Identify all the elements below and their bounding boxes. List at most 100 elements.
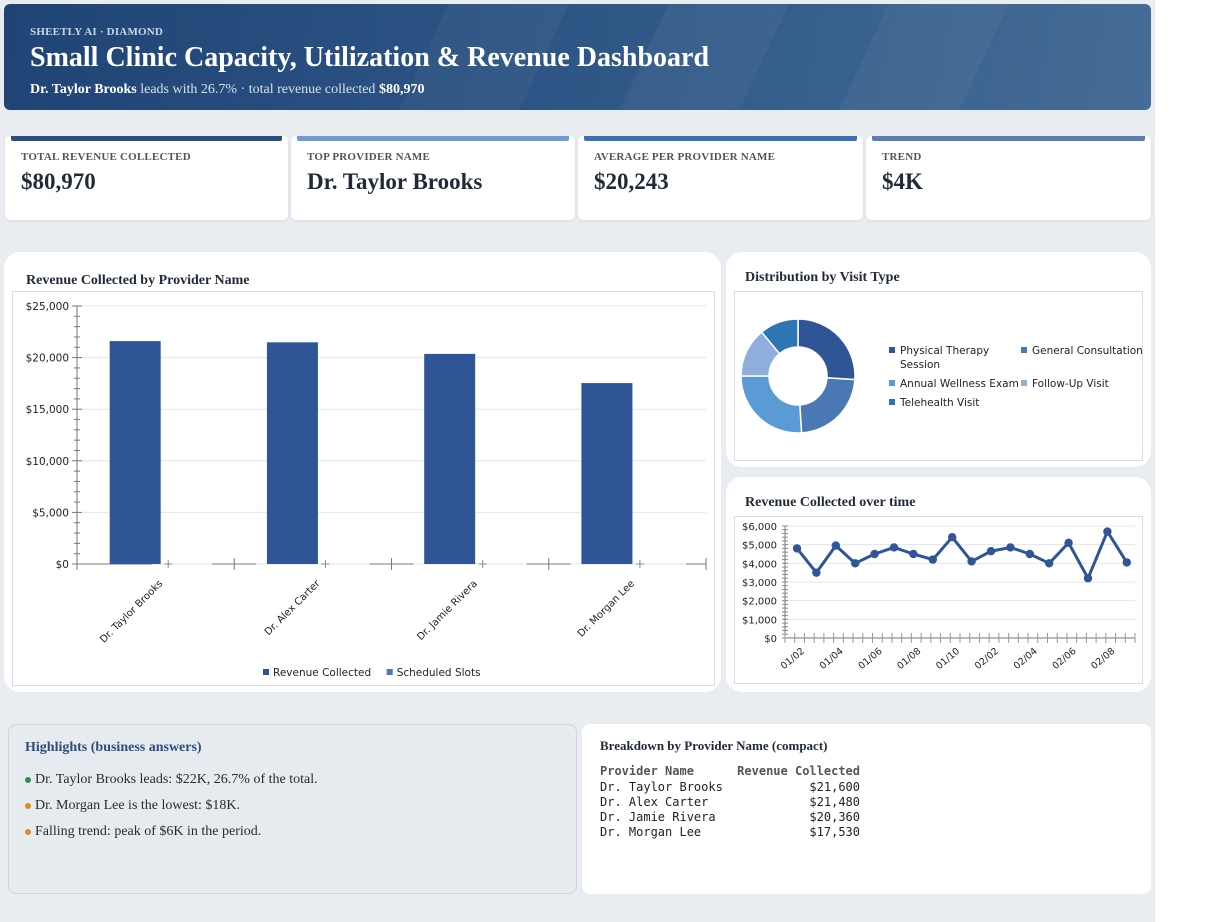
y-tick-label: $0 (56, 559, 69, 571)
y-tick-label: $0 (764, 634, 777, 645)
legend-label: General Consultation (1032, 345, 1143, 357)
data-point (1045, 559, 1054, 568)
kpi-value: $4K (882, 169, 923, 194)
pie-slice (797, 318, 856, 381)
data-point (967, 557, 976, 566)
bar-chart-card: Revenue Collected by Provider Name $0 $5,… (4, 252, 721, 692)
legend-swatch (1021, 347, 1027, 353)
legend-swatch (889, 399, 895, 405)
y-tick-label: $3,000 (742, 578, 777, 589)
x-tick-label: Dr. Morgan Lee (576, 578, 637, 639)
revenue-cell: $21,480 (809, 794, 860, 809)
data-point (948, 533, 957, 542)
provider-cell: Dr. Alex Carter (600, 794, 709, 809)
donut-chart-frame: Physical Therapy Session General Consultat… (734, 291, 1143, 461)
x-tick-label: 02/02 (973, 646, 1001, 672)
highlight-text: Dr. Morgan Lee is the lowest: $18K. (35, 798, 241, 813)
data-point (792, 544, 802, 553)
bullet-icon (25, 777, 31, 783)
y-tick-label: $4,000 (742, 559, 777, 570)
bar (109, 341, 161, 564)
pie-slice (760, 318, 799, 355)
data-point (1103, 527, 1112, 536)
y-tick-label: $15,000 (26, 404, 69, 416)
y-tick-label: $5,000 (742, 541, 777, 552)
kpi-label: TREND (882, 151, 922, 163)
y-tick-label: $6,000 (742, 522, 777, 533)
y-tick-label: $20,000 (26, 353, 69, 365)
line-chart-title: Revenue Collected over time (745, 495, 916, 510)
kpi-value: $20,243 (594, 169, 669, 194)
x-tick-label: 01/08 (895, 646, 923, 672)
x-tick-label: 02/06 (1050, 646, 1078, 672)
x-tick-label: 01/10 (934, 646, 962, 672)
table-row: Dr. Morgan Lee $17,530 (600, 824, 860, 839)
bar (266, 342, 318, 564)
subtitle-text: leads with 26.7% · total revenue collect… (136, 82, 379, 97)
table-row: Dr. Taylor Brooks $21,600 (600, 779, 860, 794)
kpi-label: TOTAL REVENUE COLLECTED (21, 151, 191, 163)
kpi-accent-bar (584, 136, 857, 141)
data-point (986, 547, 996, 556)
highlight-text: Dr. Taylor Brooks leads: $22K, 26.7% of … (35, 772, 318, 787)
bar (424, 353, 476, 564)
legend-label: Annual Wellness Exam (900, 378, 1019, 390)
legend-swatch (889, 347, 895, 353)
bullet-icon (25, 803, 31, 809)
kpi-label: TOP PROVIDER NAME (307, 151, 430, 163)
kpi-label: AVERAGE PER PROVIDER NAME (594, 151, 776, 163)
data-point (851, 559, 860, 568)
kpi-value: Dr. Taylor Brooks (307, 169, 483, 194)
table-row: Dr. Jamie Rivera $20,360 (600, 809, 860, 824)
data-point (831, 541, 840, 550)
highlights-list: Dr. Taylor Brooks leads: $22K, 26.7% of … (25, 767, 318, 845)
kpi-card-trend: TREND $4K (866, 136, 1151, 220)
breakdown-table: Provider Name Revenue Collected Dr. Tayl… (600, 762, 860, 839)
legend-label: Telehealth Visit (899, 397, 979, 409)
pie-slice (740, 375, 803, 434)
kpi-accent-bar (11, 136, 282, 141)
donut-chart-title: Distribution by Visit Type (745, 270, 900, 285)
table-header-row: Provider Name Revenue Collected (600, 762, 860, 779)
highlight-item: Dr. Taylor Brooks leads: $22K, 26.7% of … (25, 767, 318, 793)
donut-chart-card: Distribution by Visit Type Physical Ther… (726, 252, 1151, 467)
highlight-text: Falling trend: peak of $6K in the period… (35, 824, 262, 839)
line-chart-frame: $0 $1,000 $2,000 $3,000 $4,000 $5,000 $6,000 01… (734, 516, 1143, 684)
kpi-accent-bar (297, 136, 569, 141)
x-tick-label: 01/06 (856, 646, 884, 672)
series-line (795, 530, 1129, 580)
data-point (1006, 543, 1015, 552)
line-chart-card: Revenue Collected over time $0 $1,000 $2,0… (726, 477, 1151, 692)
legend-swatch (386, 669, 393, 675)
data-point (889, 543, 899, 552)
kpi-card-average: AVERAGE PER PROVIDER NAME $20,243 (578, 136, 863, 220)
provider-cell: Dr. Morgan Lee (600, 824, 702, 839)
header-decoration (839, 4, 1009, 110)
donut-chart: Physical Therapy Session General Consultat… (740, 318, 1143, 434)
kpi-card-total-revenue: TOTAL REVENUE COLLECTED $80,970 (5, 136, 288, 220)
y-tick-label: $5,000 (32, 507, 69, 519)
y-tick-label: $1,000 (742, 615, 777, 626)
column-header: Provider Name (600, 763, 694, 778)
data-point (909, 549, 918, 559)
legend-label: Follow-Up Visit (1032, 378, 1109, 390)
provider-cell: Dr. Jamie Rivera (600, 809, 716, 824)
data-point (812, 568, 821, 577)
x-tick-label: 01/04 (818, 646, 846, 672)
legend-swatch (263, 669, 269, 675)
dashboard-canvas: SHEETLY AI · DIAMOND Small Clinic Capaci… (0, 0, 1155, 922)
highlights-title: Highlights (business answers) (25, 740, 202, 755)
x-tick-label: 01/02 (779, 646, 807, 672)
data-point (928, 555, 937, 564)
legend-swatch (889, 380, 895, 386)
bar-chart-frame: $0 $5,000 $10,000 $15,000 $20,000 $25,000 Dr. … (12, 291, 715, 686)
provider-cell: Dr. Taylor Brooks (600, 779, 723, 794)
leader-name: Dr. Taylor Brooks (30, 82, 137, 97)
x-tick-label: Dr. Alex Carter (263, 578, 323, 638)
highlight-item: Dr. Morgan Lee is the lowest: $18K. (25, 793, 318, 819)
y-tick-label: $2,000 (742, 597, 777, 608)
revenue-cell: $21,600 (809, 779, 860, 794)
header-banner: SHEETLY AI · DIAMOND Small Clinic Capaci… (4, 4, 1151, 110)
page-subtitle: Dr. Taylor Brooks leads with 26.7% · tot… (30, 82, 424, 98)
data-point (1064, 538, 1073, 547)
